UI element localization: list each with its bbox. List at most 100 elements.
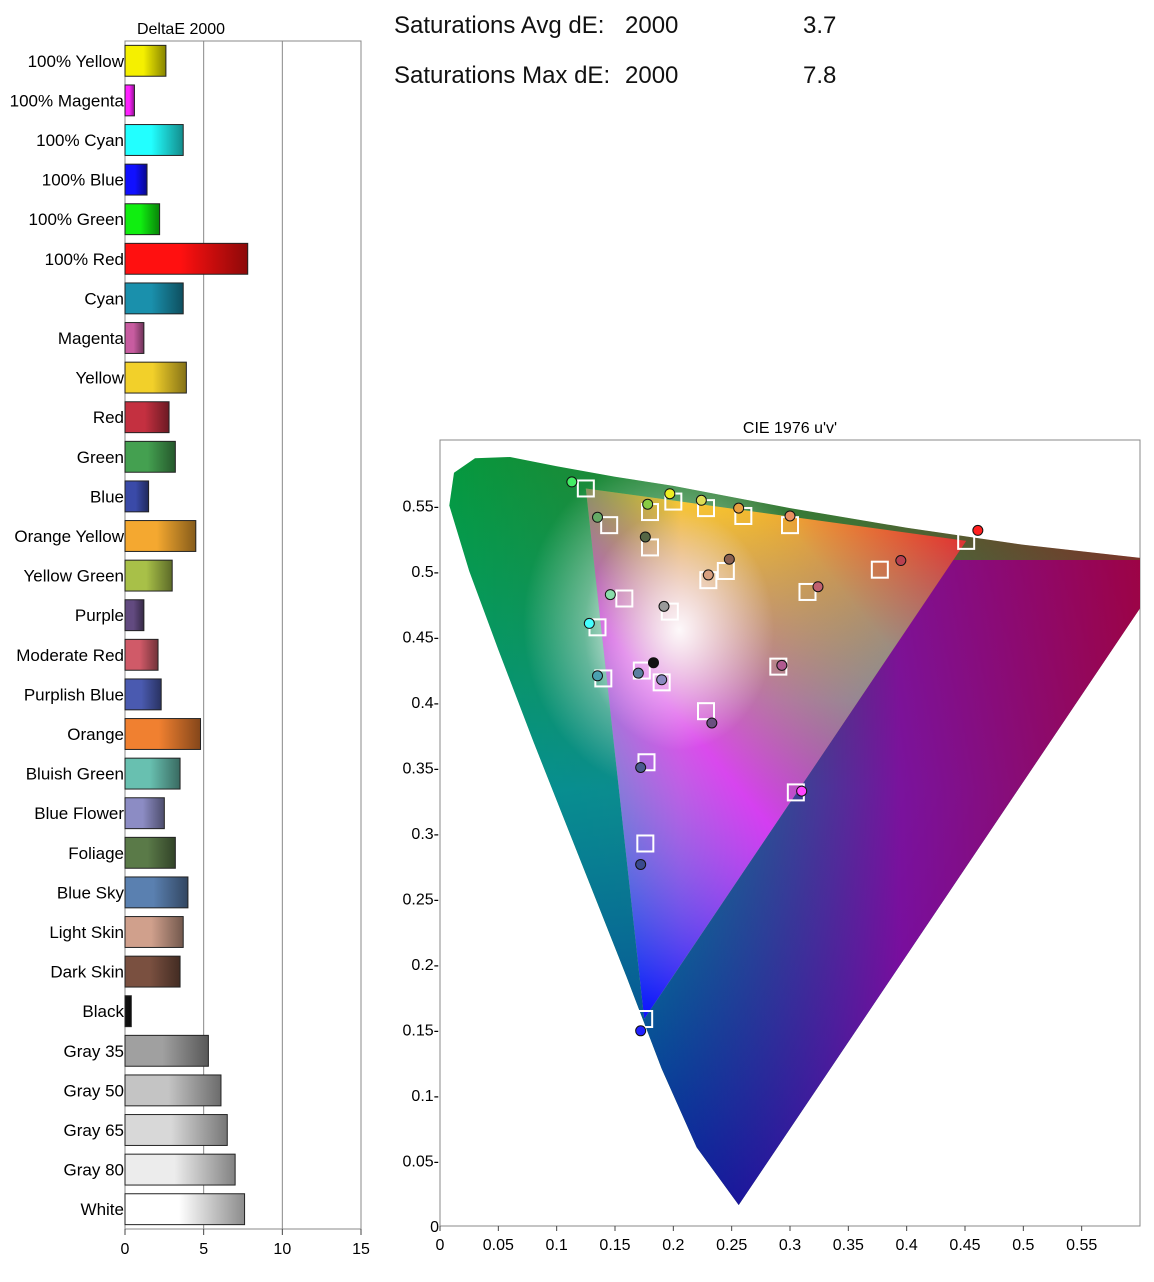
bar-category-label: 100% Green (29, 210, 124, 229)
bar-category-label: Gray 35 (64, 1042, 124, 1061)
bar-x-tick-label: 10 (273, 1241, 291, 1258)
cie-x-tick-label: 0.4 (896, 1237, 918, 1254)
bar-plot-area (124, 40, 362, 1230)
bar-dark-skin (124, 955, 181, 988)
bar-red (124, 401, 170, 434)
bar-category-label: Bluish Green (26, 765, 124, 784)
measured-point (656, 674, 668, 686)
cie-x-tick-label: 0.2 (662, 1237, 684, 1254)
cie-y-tick-label: 0.2- (411, 957, 439, 974)
bar-gray-50 (124, 1074, 222, 1107)
measured-point (972, 524, 984, 536)
measured-point (812, 581, 824, 593)
measured-point (895, 555, 907, 567)
bar-gray-35 (124, 1034, 209, 1067)
cie-x-tick-label: 0.25 (716, 1237, 747, 1254)
bar-category-label: Gray 80 (64, 1161, 124, 1180)
bar-category-label: Purple (75, 606, 124, 625)
measured-point (733, 502, 745, 514)
avg-de-standard: 2000 (625, 12, 679, 39)
bar-white (124, 1193, 246, 1226)
bar-light-skin (124, 916, 184, 948)
bar-category-label: Red (93, 408, 124, 427)
cie-y-tick-label: 0.4- (411, 695, 439, 712)
avg-de-value: 3.7 (803, 12, 837, 39)
bar-category-label: Blue (90, 487, 124, 506)
bar-magenta (124, 322, 145, 354)
measured-point (784, 510, 796, 522)
measured-point (583, 617, 595, 629)
measured-point (664, 488, 676, 500)
cie-chart-title: CIE 1976 u'v' (743, 420, 837, 437)
cie-y-tick-label: 0.3- (411, 826, 439, 843)
bar-orange-yellow (124, 520, 197, 552)
measured-point (604, 589, 616, 601)
cie-x-tick-label: 0.3 (779, 1237, 801, 1254)
cie-y-tick-label: 0.45- (403, 630, 439, 647)
bar-x-tick-label: 5 (199, 1241, 208, 1258)
measured-point (566, 476, 578, 488)
target-square (798, 582, 817, 601)
bar-chart-title: DeltaE 2000 (137, 21, 225, 38)
target-square (576, 479, 595, 498)
bar-gray-65 (124, 1114, 228, 1146)
cie-y-tick-label: 0.35- (403, 761, 439, 778)
target-square (600, 516, 619, 535)
bar-purplish-blue (124, 678, 162, 711)
measured-point (642, 498, 654, 510)
measured-point (592, 511, 603, 523)
cie-y-tick-label: 0 (430, 1219, 439, 1236)
bar-category-label: Light Skin (49, 923, 124, 942)
target-square (615, 589, 634, 608)
target-square (697, 702, 715, 721)
deltae-bar-chart: DeltaE 2000 100% Yellow 100% Magenta 100% … (10, 21, 370, 1258)
bar-orange (124, 718, 202, 750)
bar-100-green (124, 203, 161, 236)
bar-100-yellow (124, 44, 167, 77)
target-square (636, 834, 655, 853)
bar-category-label: 100% Cyan (36, 131, 124, 150)
bar-category-label: 100% Magenta (10, 91, 125, 110)
bar-category-label: Gray 65 (64, 1121, 124, 1140)
cie-y-tick-label: 0.05- (403, 1154, 439, 1171)
bar-category-label: Cyan (84, 289, 124, 308)
max-de-label: Saturations Max dE: (394, 62, 611, 89)
bar-category-label: Green (77, 448, 124, 467)
cie-x-tick-label: 0 (436, 1237, 445, 1254)
bar-black (124, 995, 132, 1028)
bar-gray-80 (124, 1153, 236, 1186)
target-square (660, 602, 679, 621)
target-square (957, 531, 976, 550)
bar-category-label: Yellow (75, 369, 124, 388)
cie-x-tick-label: 0.5 (1012, 1237, 1034, 1254)
bar-category-label: Foliage (68, 844, 124, 863)
bar-category-label: White (81, 1200, 124, 1219)
bar-category-label: 100% Yellow (28, 52, 125, 71)
measured-point (776, 659, 788, 671)
measured-point (695, 494, 707, 506)
cie-y-tick-label: 0.5- (411, 564, 439, 581)
bar-moderate-red (124, 638, 159, 671)
bar-category-label: Purplish Blue (24, 685, 124, 704)
cie-x-tick-label: 0.55 (1066, 1237, 1097, 1254)
bar-100-red (124, 242, 249, 275)
target-square (870, 560, 889, 579)
bar-100-blue (124, 163, 148, 196)
measured-point (706, 717, 718, 729)
cie-x-tick-label: 0.45 (949, 1237, 980, 1254)
cie-y-tick-label: 0.15- (403, 1023, 439, 1040)
bar-category-label: Dark Skin (50, 963, 124, 982)
cie-y-tick-label: 0.1- (411, 1088, 439, 1105)
target-square (637, 753, 656, 772)
measured-point (796, 785, 808, 797)
bar-blue (124, 480, 150, 513)
bar-yellow (124, 361, 187, 394)
measured-point (658, 600, 670, 612)
bar-bluish-green (124, 757, 181, 790)
measured-point (632, 667, 644, 679)
bar-category-label: Gray 50 (64, 1081, 124, 1100)
bar-blue-sky (124, 876, 189, 909)
bar-category-label: Black (82, 1002, 124, 1021)
bar-category-label: Orange Yellow (14, 527, 124, 546)
